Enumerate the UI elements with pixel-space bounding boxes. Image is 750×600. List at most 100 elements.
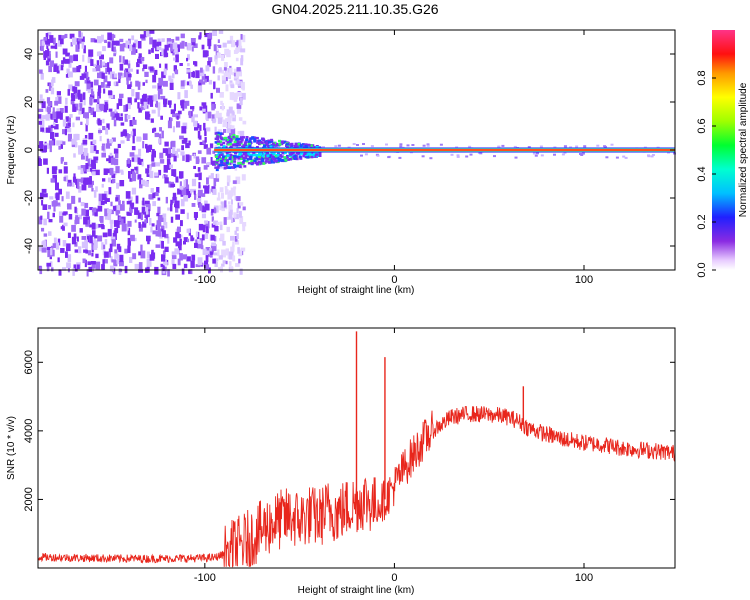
spectrogram-cell <box>39 119 45 128</box>
spectrogram-cell <box>129 256 133 263</box>
spectrogram-cell <box>55 51 58 58</box>
spectrogram-cell <box>152 192 156 199</box>
spectrogram-cell <box>156 212 160 217</box>
spectrogram-cell <box>58 211 64 216</box>
spectrogram-cell <box>267 160 271 163</box>
spectrogram-cell <box>136 62 140 68</box>
spectrogram-cell <box>73 264 78 272</box>
spectrogram-cell <box>91 242 95 250</box>
spectrogram-cell <box>142 68 145 72</box>
spectrogram-cell <box>237 247 240 254</box>
spectrogram-cell <box>242 144 246 148</box>
spectrogram-cell <box>87 261 92 266</box>
spectrogram-cell <box>219 205 223 211</box>
spectrogram-cell <box>224 146 228 149</box>
spectrogram-cell <box>78 197 81 203</box>
spectrogram-cell <box>127 227 131 236</box>
spectrogram-cell <box>167 269 170 277</box>
spectrogram-panel: -100 0 100 -40 -20 0 20 40 Height of straight l… <box>6 29 676 296</box>
spectrogram-cell <box>89 176 92 182</box>
spectrogram-cell <box>242 225 246 232</box>
spectrogram-cell <box>97 72 102 79</box>
spectrogram-cell <box>89 96 93 105</box>
spectrogram-cell <box>235 57 239 62</box>
spectrogram-cell <box>78 214 82 220</box>
spectrogram-cell <box>89 207 93 211</box>
spectrogram-cell <box>188 71 191 79</box>
spectrogram-cell <box>60 65 64 71</box>
spectrogram-cell <box>41 227 45 232</box>
spectrogram-cell <box>175 200 180 209</box>
spectrogram-cell <box>93 63 97 67</box>
spectrogram-cell <box>110 236 116 241</box>
spectrogram-cell <box>236 140 240 143</box>
spectrogram-cell <box>137 102 140 109</box>
spectrogram-cell <box>139 184 143 189</box>
spectrogram-cell <box>295 144 299 148</box>
spectrogram-cell <box>246 158 250 161</box>
spectrogram-cell <box>201 81 206 85</box>
spectrogram-cell <box>301 143 305 146</box>
spectrogram-cell <box>225 166 229 169</box>
spectrogram-cell <box>317 153 321 157</box>
spectrogram-cell <box>303 143 307 147</box>
spectrogram-cell <box>99 135 102 142</box>
spectrogram-cell <box>227 192 232 199</box>
spectrogram-cell <box>99 103 104 111</box>
spectrogram-cell <box>94 240 98 249</box>
spectrogram-cell <box>221 263 225 267</box>
spectrogram-cell <box>163 217 167 226</box>
spectrogram-cell <box>110 34 116 38</box>
spectrogram-cell <box>93 237 96 241</box>
spectrogram-cell <box>74 217 80 224</box>
spectrogram-cell <box>118 200 121 207</box>
spectrogram-cell <box>41 188 47 193</box>
spectrogram-cell <box>596 144 600 147</box>
spectrogram-cell <box>90 59 94 66</box>
spectrogram-cell <box>236 196 241 202</box>
spectrogram-cell <box>97 96 100 103</box>
spectrogram-cell <box>152 149 155 157</box>
spectrogram-cell <box>68 116 71 123</box>
spectrogram-cell <box>103 75 108 83</box>
spectrogram-cell <box>84 135 88 139</box>
spectrogram-cell <box>188 110 192 118</box>
spectrogram-cell <box>145 168 150 174</box>
spectrogram-cell <box>45 33 49 40</box>
spectrogram-cell <box>130 234 135 242</box>
spectrogram-cell <box>306 155 310 159</box>
spectrogram-cell <box>78 109 82 115</box>
spectrogram-cell <box>125 191 131 199</box>
spectrogram-cell <box>58 188 62 195</box>
spectrogram-cell <box>174 47 178 54</box>
spectrogram-cell <box>356 144 359 146</box>
spectrogram-cell <box>141 95 147 103</box>
spectrogram-cell <box>290 144 294 147</box>
spectrogram-cell <box>213 44 217 52</box>
spectrogram-cell <box>216 87 220 93</box>
spectrogram-cell <box>156 220 162 227</box>
spectrogram-cell <box>47 249 52 258</box>
spectrogram-cell <box>206 177 209 185</box>
spectrogram-cell <box>253 140 257 143</box>
spectrogram-cell <box>140 57 145 61</box>
colorbar-ticks: 0.0 0.2 0.4 0.6 0.8 <box>696 70 716 278</box>
spectrogram-cell <box>46 106 51 113</box>
spectrogram-cell <box>75 116 80 121</box>
spectrogram-cell <box>129 178 133 182</box>
spectrogram-cell <box>53 200 58 207</box>
spectrogram-cell <box>286 144 290 148</box>
spectrogram-cell <box>249 157 253 160</box>
spectrogram-cell <box>224 156 228 159</box>
spectrogram-cell <box>137 58 142 64</box>
spectrogram-cell <box>88 266 93 272</box>
spectrogram-cell <box>178 244 182 251</box>
spectrogram-cell <box>106 198 110 202</box>
spectrogram-cell <box>527 146 531 149</box>
spectrogram-cell <box>205 112 208 120</box>
spectrogram-cell <box>217 75 220 81</box>
spectrogram-cell <box>79 181 84 185</box>
spectrogram-cell <box>210 211 214 216</box>
spectrogram-cell <box>130 205 134 210</box>
spectrogram-cell <box>42 240 47 248</box>
